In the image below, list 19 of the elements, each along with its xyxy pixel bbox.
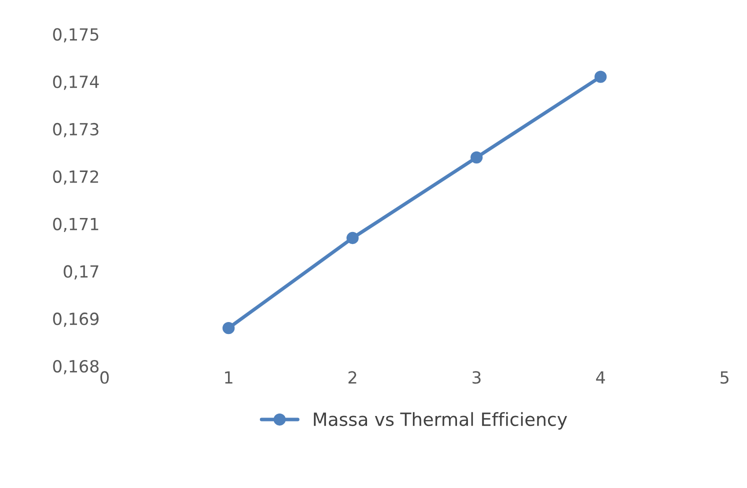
y-tick-label: 0,169 (53, 312, 99, 327)
y-tick-label: 0,17 (64, 265, 98, 280)
point (594, 70, 607, 83)
y-tick-label: 0,174 (53, 76, 99, 90)
x-tick-label: 3 (472, 371, 481, 384)
y-tick-label: 0,175 (53, 28, 98, 42)
x-tick-label: 0 (100, 371, 109, 384)
x-tick-label: 4 (596, 371, 605, 384)
y-tick-label: 0,172 (53, 170, 98, 185)
x-tick-label: 1 (225, 371, 232, 384)
legend-label: Massa vs Thermal Efficiency (314, 412, 568, 430)
point (346, 232, 359, 244)
x-tick-label: 2 (348, 371, 356, 384)
point (470, 151, 483, 164)
y-tick-label: 0,173 (53, 122, 98, 138)
x-tick-label: 5 (720, 371, 728, 384)
y-tick-label: 0,171 (53, 218, 98, 232)
y-tick-label: 0,168 (53, 360, 99, 374)
point (222, 322, 235, 334)
